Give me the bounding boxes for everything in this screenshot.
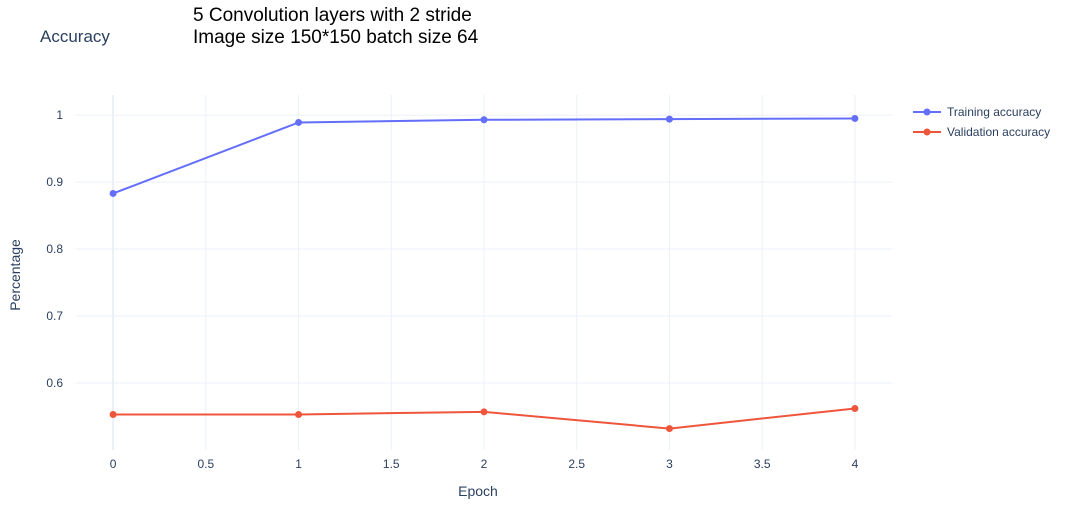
- data-point[interactable]: [480, 116, 488, 124]
- legend-label: Validation accuracy: [947, 125, 1050, 139]
- x-tick-label: 3: [666, 457, 673, 471]
- grid-lines: [76, 95, 892, 450]
- legend-marker: [923, 108, 931, 116]
- x-axis-title: Epoch: [458, 483, 498, 499]
- chart-annotation: 5 Convolution layers with 2 stride Image…: [193, 5, 478, 49]
- x-axis-ticks: 0 0.5 1 1.5 2 2.5 3 3.5 4: [110, 457, 859, 471]
- data-point[interactable]: [480, 408, 488, 416]
- legend[interactable]: Training accuracy Validation accuracy: [913, 105, 1050, 139]
- data-point[interactable]: [109, 189, 117, 197]
- annotation-line-1: 5 Convolution layers with 2 stride: [193, 5, 472, 26]
- chart-title: Accuracy: [40, 27, 110, 46]
- series-group: [109, 114, 859, 433]
- x-tick-label: 0.5: [197, 457, 214, 471]
- data-point[interactable]: [851, 404, 859, 412]
- legend-item-1[interactable]: Training accuracy: [913, 105, 1041, 119]
- y-tick-label: 0.9: [46, 175, 63, 189]
- data-point[interactable]: [851, 114, 859, 122]
- x-tick-label: 2: [481, 457, 488, 471]
- y-axis-ticks: 0.6 0.7 0.8 0.9 1: [46, 108, 63, 390]
- x-tick-label: 4: [852, 457, 859, 471]
- data-point[interactable]: [295, 411, 303, 418]
- y-tick-label: 1: [56, 108, 63, 122]
- x-tick-label: 2.5: [568, 457, 585, 471]
- legend-marker: [923, 128, 931, 136]
- data-point[interactable]: [109, 411, 117, 418]
- y-tick-label: 0.6: [46, 376, 63, 390]
- data-point[interactable]: [295, 118, 303, 126]
- annotation-line-2: Image size 150*150 batch size 64: [193, 27, 479, 48]
- legend-item-2[interactable]: Validation accuracy: [913, 125, 1050, 139]
- x-tick-label: 1: [295, 457, 302, 471]
- x-tick-label: 1.5: [383, 457, 400, 471]
- y-tick-label: 0.7: [46, 309, 63, 323]
- data-point[interactable]: [665, 425, 673, 433]
- legend-label: Training accuracy: [947, 105, 1041, 119]
- y-tick-label: 0.8: [46, 242, 63, 256]
- x-tick-label: 3.5: [754, 457, 771, 471]
- x-tick-label: 0: [110, 457, 117, 471]
- y-axis-title: Percentage: [7, 239, 23, 311]
- data-point[interactable]: [665, 115, 673, 123]
